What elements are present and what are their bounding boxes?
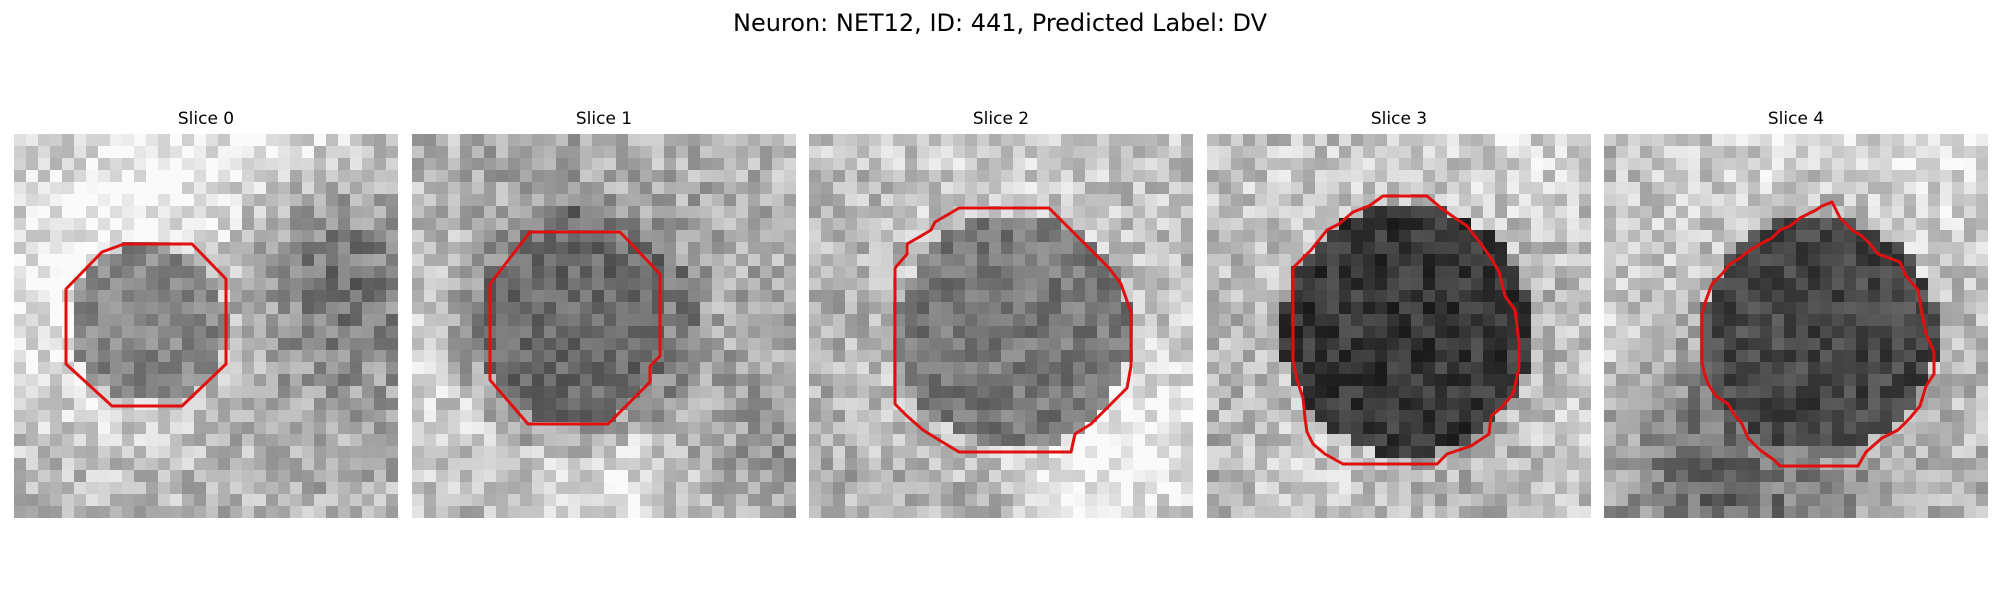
slice-panel-3: Slice 3 [1207,108,1591,518]
slice-image-0 [14,134,398,518]
neuron-contour [1700,200,1936,468]
slice-title: Slice 0 [177,109,235,129]
grayscale-pixels [412,134,796,518]
slice-image-2 [809,134,1193,518]
slice-title: Slice 3 [1370,109,1428,129]
grayscale-pixels [809,134,1193,518]
slice-title: Slice 4 [1767,109,1825,129]
neuron-contour [488,230,662,426]
grayscale-pixels [1604,134,1988,518]
slice-image-4 [1604,134,1988,518]
slice-panel-2: Slice 2 [809,108,1193,518]
grayscale-pixels [1207,134,1591,518]
neuron-contour [1291,194,1521,466]
slice-title: Slice 1 [575,109,633,129]
slice-image-1 [412,134,796,518]
slice-image-3 [1207,134,1591,518]
grayscale-pixels [14,134,398,518]
slice-panel-1: Slice 1 [412,108,796,518]
neuron-contour [64,242,228,408]
slice-panel-4: Slice 4 [1604,108,1988,518]
slice-panel-0: Slice 0 [14,108,398,518]
figure-title: Neuron: NET12, ID: 441, Predicted Label:… [732,9,1268,37]
slice-title: Slice 2 [972,109,1030,129]
neuron-contour [893,206,1133,454]
